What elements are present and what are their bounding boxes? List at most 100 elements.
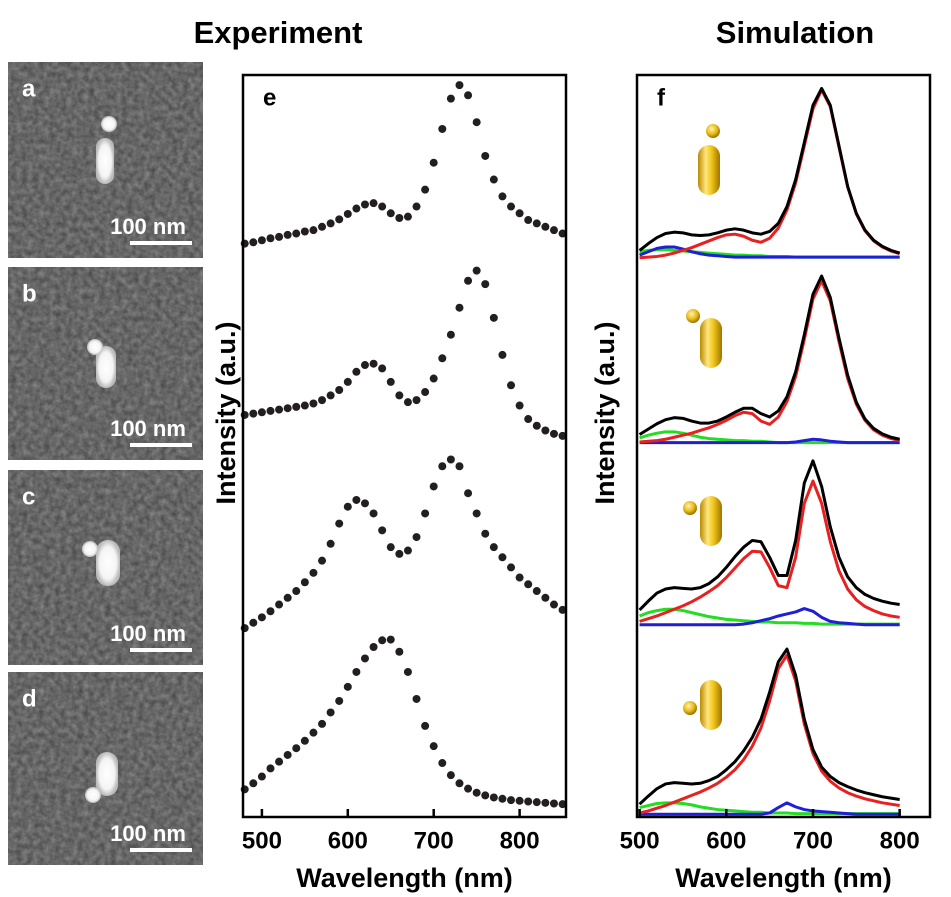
data-point [343,377,352,386]
panel-label: e [263,84,276,111]
data-point [378,636,387,645]
data-point [275,600,284,609]
data-point [481,529,490,538]
data-point [455,462,464,471]
data-point [558,800,567,809]
scale-bar-label: 100 nm [110,214,186,239]
data-point [292,229,301,238]
data-point [266,234,275,243]
nanorod [96,346,116,388]
data-point [318,222,327,231]
nanosphere [85,787,101,803]
panel-label: a [22,75,36,102]
data-point [489,175,498,184]
data-point [455,779,464,788]
data-point [378,364,387,373]
panel-label: b [22,280,37,307]
data-point [309,399,318,408]
data-point [300,227,309,236]
data-point [283,593,292,602]
data-point [395,391,404,400]
x-tick-label: 800 [500,827,540,854]
data-point [326,219,335,228]
data-point [421,388,430,397]
scale-bar-label: 100 nm [110,621,186,646]
x-tick-label: 700 [414,827,454,854]
data-point [438,462,447,471]
data-point [515,796,524,805]
data-point [524,797,533,806]
data-point [498,553,507,562]
data-point [421,185,430,194]
x-axis-label: Wavelength (nm) [675,863,892,893]
data-point [446,771,455,780]
data-point [541,593,550,602]
data-point [507,202,516,211]
data-point [275,232,284,241]
data-point [515,209,524,218]
data-point [335,215,344,224]
sem-image: a 100 nm [8,62,203,258]
dimer-icon [683,496,722,546]
data-point [438,759,447,768]
data-point [352,204,361,213]
data-point [532,219,541,228]
data-point [412,396,421,405]
data-point [326,391,335,400]
data-point [257,408,266,417]
nanosphere [82,541,98,557]
data-point [300,401,309,410]
data-point [352,495,361,504]
nanosphere [87,339,103,355]
spectrum-line [639,801,900,816]
nanosphere [101,116,117,132]
data-point [498,350,507,359]
data-point [283,404,292,413]
data-point [549,799,558,808]
data-point [326,708,335,717]
spectrum-line [638,647,900,806]
data-point [360,499,369,508]
x-tick-label: 600 [328,827,368,854]
data-point [403,546,412,555]
data-point [464,91,473,100]
data-point [283,230,292,239]
data-point [446,330,455,339]
x-tick-label: 700 [793,827,833,854]
nanorod [96,752,118,796]
x-tick-label: 800 [880,827,920,854]
data-point [549,600,558,609]
data-point [378,526,387,535]
data-point [412,694,421,703]
data-point [283,750,292,759]
data-point [360,654,369,663]
data-point [369,199,378,208]
sem-image: d 100 nm [8,672,203,865]
data-point [524,216,533,225]
data-point [446,455,455,464]
data-point [352,367,361,376]
spectrum-line [639,607,900,626]
data-point [549,429,558,438]
data-point [395,214,404,223]
y-axis-label: Intensity (a.u.) [211,321,241,504]
data-point [438,124,447,133]
data-point [395,647,404,656]
spectrum-line [638,274,901,441]
data-point [489,313,498,322]
data-point [386,377,395,386]
data-point [498,192,507,201]
data-point [403,398,412,407]
data-point [378,202,387,211]
panel-label: c [22,483,35,510]
data-point [558,229,567,238]
y-axis-label: Intensity (a.u.) [590,321,620,504]
data-point [532,421,541,430]
data-point [446,94,455,103]
sem-image: c 100 nm [8,470,203,665]
data-point [266,764,275,773]
particle-icons [683,124,722,730]
panel-label: f [657,84,666,111]
data-point [472,788,481,797]
x-tick-label: 500 [620,827,660,854]
